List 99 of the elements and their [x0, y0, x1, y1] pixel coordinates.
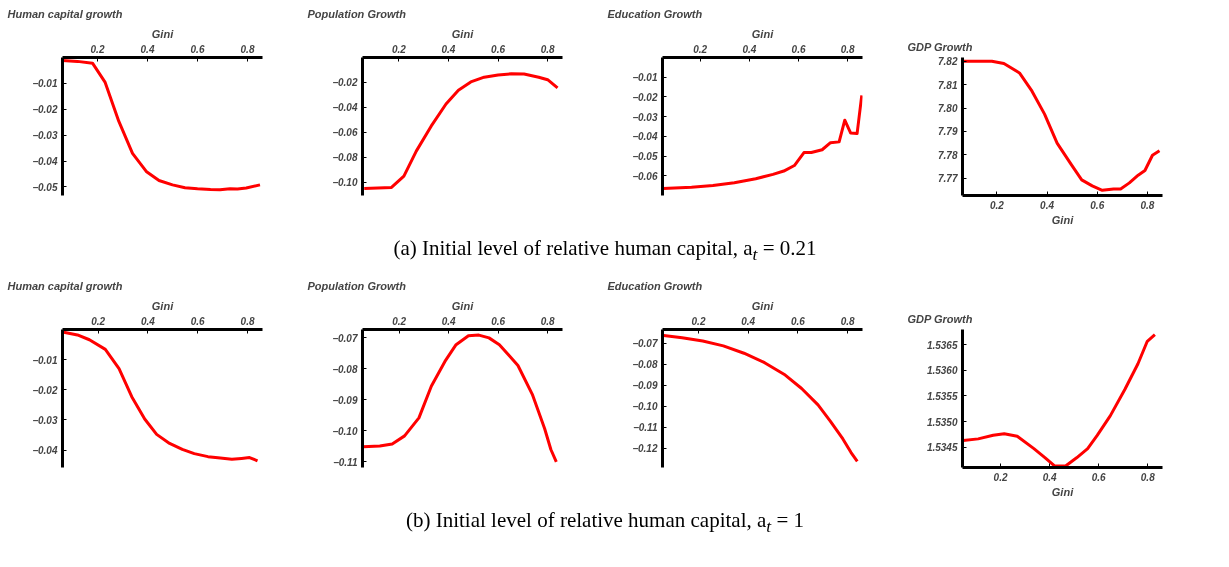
line-series [962, 333, 1157, 468]
x-axis-title: Gini [1051, 485, 1075, 498]
y-tick-label: −0.02 [332, 77, 358, 89]
y-tick-label: 1.5350 [926, 416, 958, 428]
line-series [362, 333, 558, 464]
y-tick-label: 7.80 [938, 103, 958, 115]
x-tick-label: 0.2 [392, 315, 407, 327]
y-tick-label: 7.82 [938, 56, 958, 68]
x-tick-label: 0.6 [491, 43, 506, 55]
y-tick-label: −0.04 [632, 131, 658, 143]
y-tick-label: −0.04 [32, 156, 58, 168]
x-axis-title: Gini [1051, 213, 1075, 226]
x-tick-label: 0.4 [441, 315, 457, 327]
y-tick-label: −0.06 [332, 127, 358, 139]
line-series [62, 59, 262, 192]
x-tick-label: 0.2 [989, 199, 1005, 211]
text: (a) Initial level of relative human capital, a$_{t}$ = 0.21 [392, 235, 818, 267]
x-tick-label: 0.2 [90, 43, 105, 55]
x-axis-title: Gini [151, 299, 175, 312]
chart-title: Population Growth [307, 279, 407, 292]
x-tick-label: 0.8 [840, 315, 855, 327]
x-tick-label: 0.6 [791, 43, 806, 55]
x-tick-label: 0.8 [1140, 471, 1156, 483]
y-tick-label: 7.81 [938, 79, 958, 91]
y-tick-label: −0.08 [332, 152, 358, 164]
x-tick-label: 0.6 [190, 315, 206, 327]
x-tick-label: 0.8 [1140, 199, 1155, 211]
x-tick-label: 0.6 [190, 43, 205, 55]
x-tick-label: 0.4 [1042, 471, 1058, 483]
y-tick-label: −0.01 [632, 72, 658, 84]
y-tick-label: −0.05 [632, 151, 658, 163]
y-tick-label: −0.08 [632, 359, 658, 371]
chart-title: GDP Growth [907, 40, 973, 53]
y-tick-label: −0.03 [32, 414, 58, 426]
chart-title: GDP Growth [907, 312, 973, 325]
y-tick-label: −0.06 [632, 170, 658, 182]
y-tick-label: −0.05 [32, 181, 58, 193]
x-tick-label: 0.8 [240, 43, 255, 55]
y-tick-label: −0.04 [32, 445, 58, 457]
line-series [662, 93, 863, 191]
y-tick-label: −0.09 [632, 380, 658, 392]
x-tick-label: 0.2 [693, 43, 708, 55]
y-tick-label: −0.09 [332, 394, 358, 406]
y-tick-label: 1.5355 [926, 390, 958, 402]
y-tick-label: −0.02 [32, 384, 58, 396]
y-tick-label: −0.07 [632, 338, 658, 350]
x-axis-title: Gini [751, 27, 775, 40]
x-tick-label: 0.6 [1090, 199, 1105, 211]
y-tick-label: 1.5345 [926, 442, 958, 454]
chart-title: Education Growth [607, 279, 703, 292]
y-tick-label: 7.79 [938, 126, 958, 138]
y-tick-label: 1.5365 [926, 339, 958, 351]
text: (b) Initial level of relative human capital, a$_{t}$ = 1 [404, 507, 806, 539]
x-tick-label: 0.6 [1091, 471, 1107, 483]
x-tick-label: 0.8 [540, 315, 556, 327]
y-tick-label: −0.10 [332, 177, 358, 189]
x-tick-label: 0.4 [1040, 199, 1055, 211]
y-tick-label: −0.03 [632, 111, 658, 123]
y-tick-label: −0.03 [32, 130, 58, 142]
chart-title: Education Growth [607, 7, 703, 20]
y-tick-label: 7.77 [938, 173, 958, 185]
y-tick-label: −0.11 [632, 422, 658, 434]
x-tick-label: 0.8 [840, 43, 856, 55]
chart-title: Human capital growth [7, 7, 123, 20]
line-series [962, 59, 1161, 192]
x-tick-label: 0.2 [691, 315, 706, 327]
y-tick-label: −0.01 [32, 354, 58, 366]
x-tick-label: 0.2 [91, 315, 106, 327]
y-tick-label: 1.5360 [926, 365, 958, 377]
y-tick-label: 7.78 [938, 149, 958, 161]
y-tick-label: −0.11 [332, 456, 358, 468]
x-tick-label: 0.4 [140, 43, 155, 55]
x-axis-title: Gini [451, 299, 475, 312]
y-tick-label: −0.02 [632, 91, 658, 103]
y-tick-label: −0.01 [32, 78, 58, 90]
x-tick-label: 0.6 [790, 315, 806, 327]
x-tick-label: 0.2 [391, 43, 407, 55]
x-tick-label: 0.4 [742, 43, 757, 55]
x-tick-label: 0.4 [441, 43, 456, 55]
line-series [662, 334, 859, 463]
x-axis-title: Gini [451, 27, 475, 40]
chart-title: Population Growth [307, 7, 407, 20]
x-axis-title: Gini [151, 27, 175, 40]
y-tick-label: −0.04 [332, 102, 358, 114]
y-tick-label: −0.10 [332, 425, 358, 437]
x-tick-label: 0.8 [240, 315, 255, 327]
x-tick-label: 0.2 [993, 471, 1008, 483]
x-tick-label: 0.4 [140, 315, 156, 327]
y-tick-label: −0.10 [632, 401, 658, 413]
x-tick-label: 0.6 [491, 315, 506, 327]
line-series [362, 72, 560, 191]
y-tick-label: −0.08 [332, 363, 358, 375]
x-axis-title: Gini [751, 299, 775, 312]
chart-title: Human capital growth [7, 279, 123, 292]
x-tick-label: 0.4 [741, 315, 756, 327]
x-tick-label: 0.8 [540, 43, 556, 55]
y-tick-label: −0.07 [332, 332, 358, 344]
y-tick-label: −0.12 [632, 443, 658, 455]
y-tick-label: −0.02 [32, 104, 58, 116]
